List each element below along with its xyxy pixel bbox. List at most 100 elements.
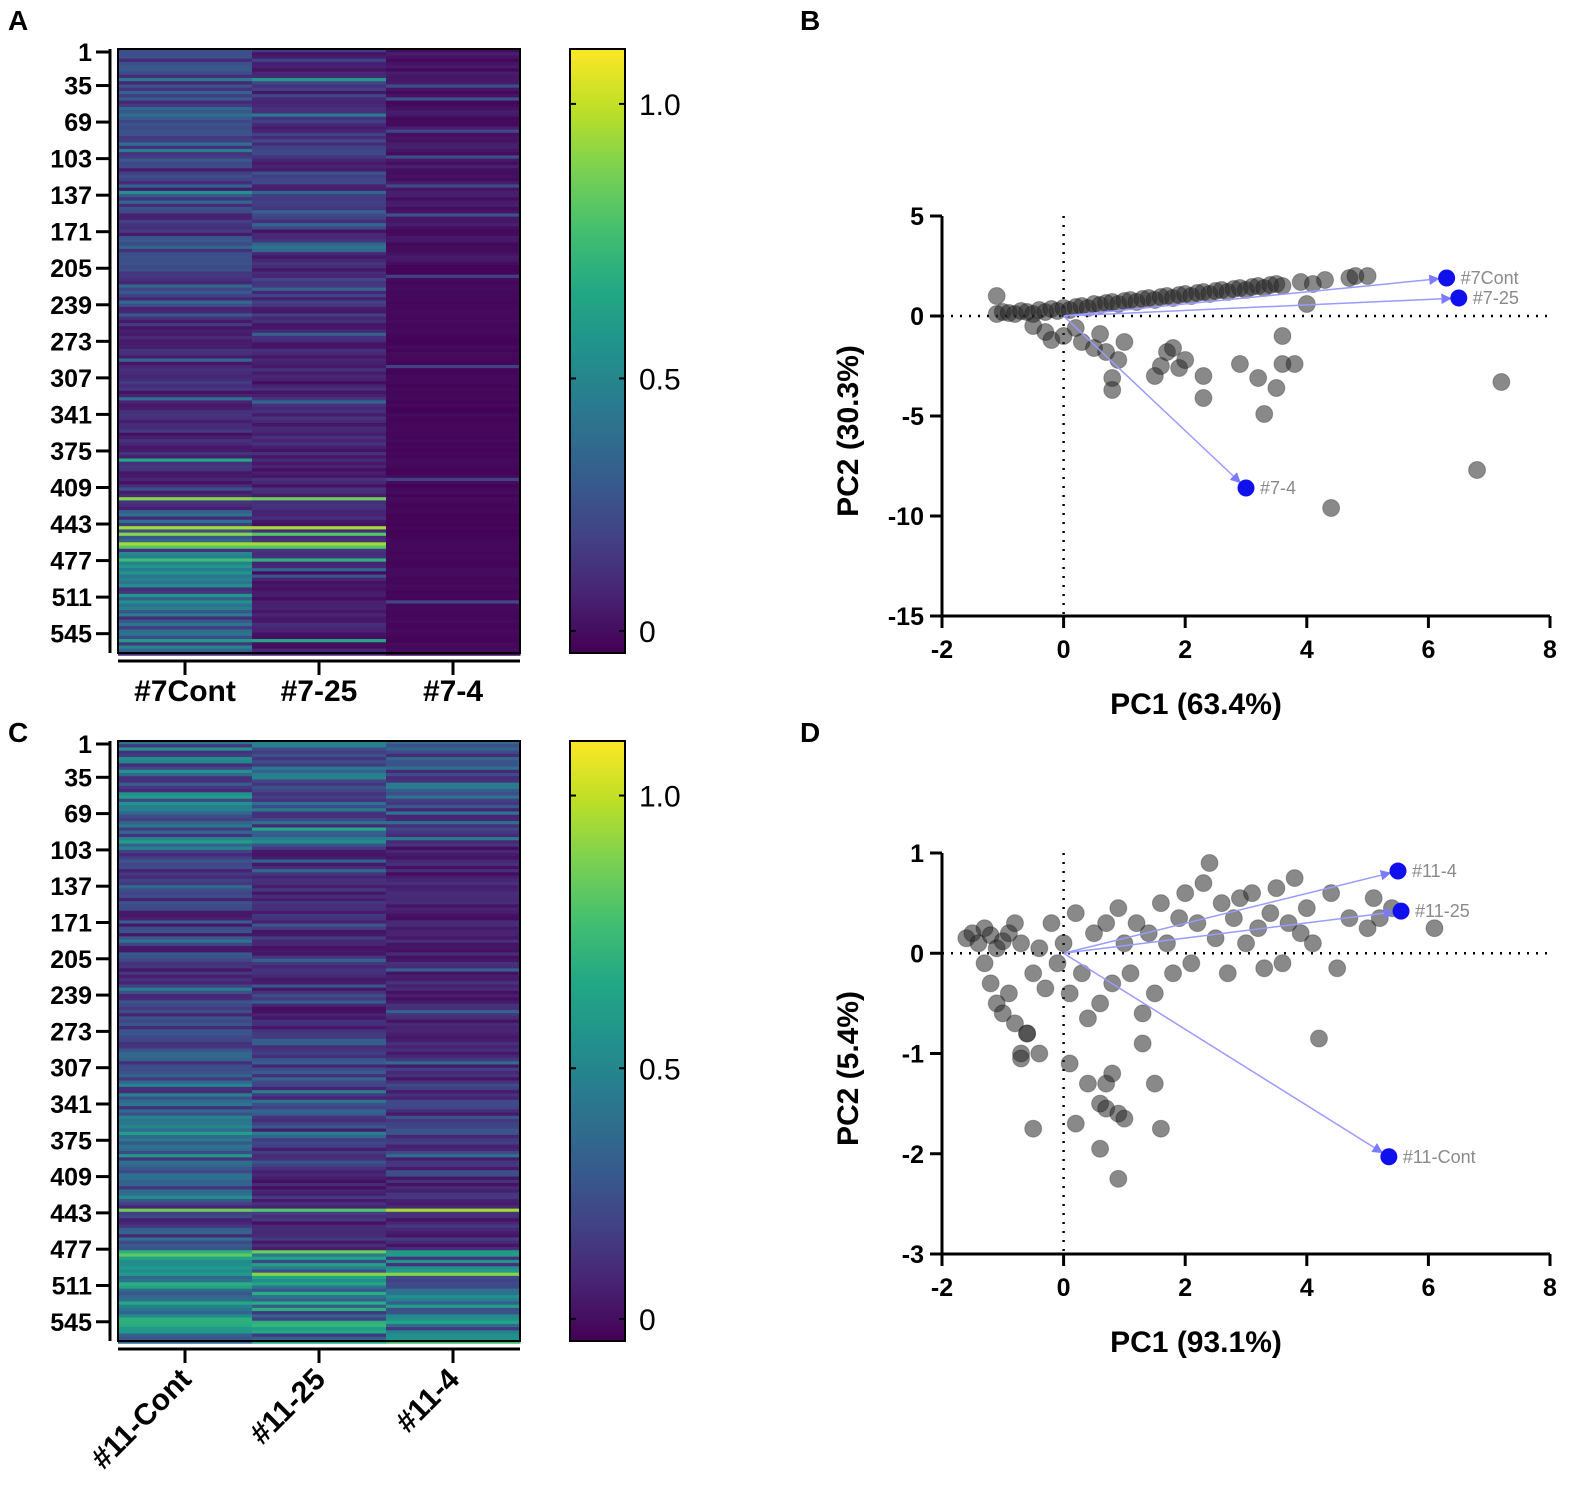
heatmap-cell: [118, 1291, 253, 1296]
heatmap-cell: [252, 978, 387, 982]
heatmap-cell: [386, 187, 521, 192]
heatmap-cell: [252, 590, 387, 595]
heatmap-cell: [118, 1336, 253, 1341]
heatmap-cell: [386, 801, 521, 806]
heatmap-cell: [118, 94, 253, 98]
heatmap-cell: [252, 1061, 387, 1066]
heatmap-cell: [252, 1176, 387, 1181]
heatmap-cell: [386, 1295, 521, 1299]
heatmap-cell: [386, 782, 521, 787]
heatmap-cell: [118, 785, 253, 790]
y-tick-label: -5: [902, 403, 924, 431]
heatmap-cell: [118, 384, 253, 389]
heatmap-cell: [252, 773, 387, 777]
heatmap-cell: [252, 493, 387, 498]
heatmap-cell: [118, 303, 253, 308]
heatmap-cell: [386, 158, 521, 163]
data-point: [1097, 914, 1116, 933]
heatmap-cell: [252, 1003, 387, 1008]
heatmap-cell: [386, 194, 521, 198]
heatmap-cell: [252, 888, 387, 893]
heatmap-cell: [118, 1275, 253, 1280]
heatmap-cell: [118, 129, 253, 134]
heatmap-cell: [386, 987, 521, 992]
heatmap-cell: [252, 1038, 387, 1043]
heatmap-cell: [386, 329, 521, 334]
heatmap-cell: [252, 187, 387, 192]
data-point: [1249, 369, 1268, 387]
heatmap-cell: [252, 242, 387, 247]
heatmap-cell: [252, 843, 387, 848]
heatmap-cell: [118, 1006, 253, 1011]
data-point: [1109, 351, 1128, 369]
heatmap-cell: [386, 645, 521, 650]
heatmap-cell: [252, 548, 387, 553]
heatmap-cell: [386, 529, 521, 534]
heatmap-cell: [118, 306, 253, 311]
heatmap-cell: [118, 580, 253, 585]
heatmap-cell: [386, 865, 521, 870]
heatmap-cell: [252, 846, 387, 851]
heatmap-cell: [118, 1285, 253, 1290]
heatmap-cell: [252, 448, 387, 453]
heatmap-cell: [252, 123, 387, 127]
data-point: [1194, 874, 1213, 893]
heatmap-cell: [252, 216, 387, 221]
heatmap-cell: [118, 1003, 253, 1008]
data-point: [1121, 964, 1140, 983]
heatmap-cell: [118, 61, 253, 66]
heatmap-cell: [252, 74, 387, 79]
heatmap-cell: [386, 103, 521, 108]
heatmap-cell: [386, 1327, 521, 1331]
data-point: [975, 954, 994, 973]
heatmap-cell: [252, 484, 387, 489]
heatmap-cell: [252, 913, 387, 918]
heatmap-cell: [252, 1019, 387, 1024]
heatmap-cell: [386, 477, 521, 482]
heatmap-cell: [118, 949, 253, 953]
data-point: [1157, 934, 1176, 953]
heatmap-cell: [252, 477, 387, 482]
heatmap-cell: [386, 393, 521, 398]
heatmap-cell: [118, 789, 253, 793]
heatmap-cell: [252, 1253, 387, 1258]
heatmap-cell: [386, 1045, 521, 1050]
data-point: [1364, 889, 1383, 908]
heatmap-cell: [118, 936, 253, 941]
heatmap-cell: [252, 763, 387, 768]
heatmap-cell: [118, 1208, 253, 1213]
heatmap-cell: [386, 258, 521, 263]
heatmap-cell: [386, 1227, 521, 1232]
loading-point: [1380, 1148, 1398, 1166]
heatmap-cell: [386, 555, 521, 560]
y-tick-label: 103: [50, 146, 92, 174]
heatmap-cell: [252, 1243, 387, 1248]
heatmap-cell: [118, 116, 253, 121]
heatmap-cell: [118, 84, 253, 89]
heatmap-cell: [252, 1166, 387, 1171]
heatmap-cell: [252, 1307, 387, 1312]
heatmap-cell: [386, 323, 521, 327]
heatmap-cell: [386, 1336, 521, 1341]
heatmap-cell: [252, 1330, 387, 1335]
heatmap-cell: [118, 161, 253, 166]
heatmap-cell: [252, 1279, 387, 1283]
heatmap-cell: [252, 68, 387, 73]
heatmap-cell: [386, 1099, 521, 1104]
heatmap-cell: [118, 339, 253, 344]
data-point: [1255, 959, 1274, 978]
heatmap-cell: [252, 744, 387, 749]
heatmap-cell: [118, 859, 253, 864]
heatmap-cell: [252, 1029, 387, 1034]
heatmap-cell: [118, 558, 253, 563]
heatmap-cell: [252, 516, 387, 521]
heatmap-cell: [252, 561, 387, 566]
heatmap-cell: [386, 1058, 521, 1062]
heatmap-cell: [118, 110, 253, 115]
heatmap-cell: [118, 603, 253, 608]
heatmap-cell: [386, 1330, 521, 1335]
heatmap-cell: [252, 1272, 387, 1277]
heatmap-cell: [252, 474, 387, 479]
heatmap-cell: [252, 894, 387, 899]
